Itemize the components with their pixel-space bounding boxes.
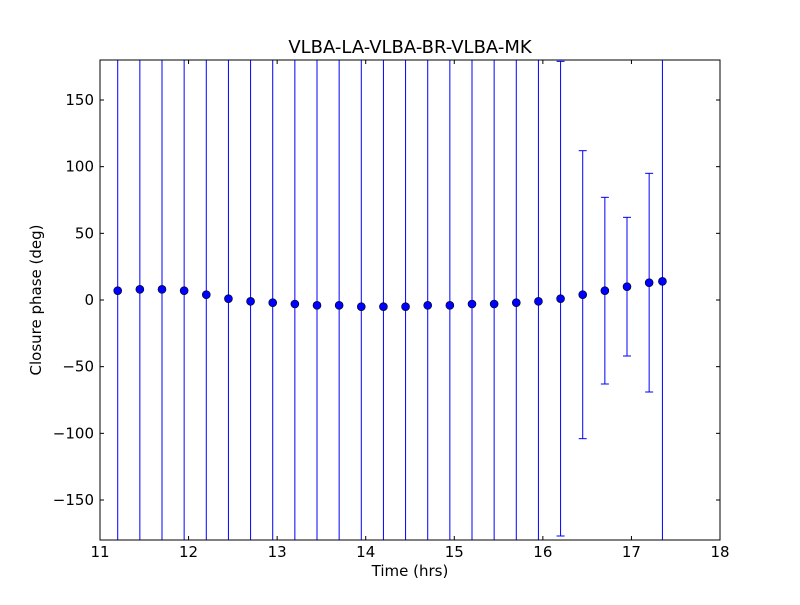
data-point xyxy=(445,301,455,310)
data-point xyxy=(556,294,565,303)
data-point xyxy=(489,299,499,309)
data-point xyxy=(658,277,667,286)
data-point xyxy=(622,282,632,291)
data-point xyxy=(600,286,610,295)
y-tick-label: 100 xyxy=(65,158,94,176)
x-tick-label: 18 xyxy=(710,543,729,561)
data-point xyxy=(534,297,543,306)
x-tick-label: 14 xyxy=(356,543,375,561)
data-point xyxy=(423,301,433,310)
data-point xyxy=(312,301,322,310)
x-tick-label: 12 xyxy=(179,543,198,561)
x-tick-label: 15 xyxy=(445,543,464,561)
y-tick-label: 150 xyxy=(65,91,94,109)
data-point xyxy=(401,302,410,311)
data-point xyxy=(578,290,588,299)
data-point xyxy=(179,286,189,295)
plot-area xyxy=(113,60,667,540)
y-tick-label: 50 xyxy=(75,224,94,242)
x-tick-label: 17 xyxy=(622,543,641,561)
x-tick-label: 16 xyxy=(533,543,552,561)
y-tick-label: −100 xyxy=(53,424,94,442)
data-point xyxy=(334,301,344,310)
data-point xyxy=(356,302,366,311)
data-point xyxy=(135,285,145,294)
x-tick-label: 11 xyxy=(90,543,109,561)
y-tick-label: 0 xyxy=(84,291,94,309)
axis-ticks: 11 12 13 14 15 16 17 18 −150 −100 −50 0 50 100 150 xyxy=(53,60,730,561)
data-point xyxy=(224,294,233,303)
data-point xyxy=(511,298,521,307)
chart-title: VLBA-LA-VLBA-BR-VLBA-MK xyxy=(288,37,533,58)
y-tick-label: −150 xyxy=(53,491,94,509)
data-point xyxy=(113,286,123,295)
data-point xyxy=(644,278,654,287)
x-axis-label: Time (hrs) xyxy=(371,562,449,580)
y-tick-label: −50 xyxy=(62,358,94,376)
data-point xyxy=(246,297,255,306)
data-point xyxy=(157,285,167,294)
data-point xyxy=(201,290,211,299)
data-point xyxy=(268,298,278,307)
data-point xyxy=(467,299,477,309)
data-point xyxy=(379,302,388,311)
y-axis-label: Closure phase (deg) xyxy=(27,225,45,376)
data-point xyxy=(290,299,300,309)
x-tick-label: 13 xyxy=(268,543,287,561)
